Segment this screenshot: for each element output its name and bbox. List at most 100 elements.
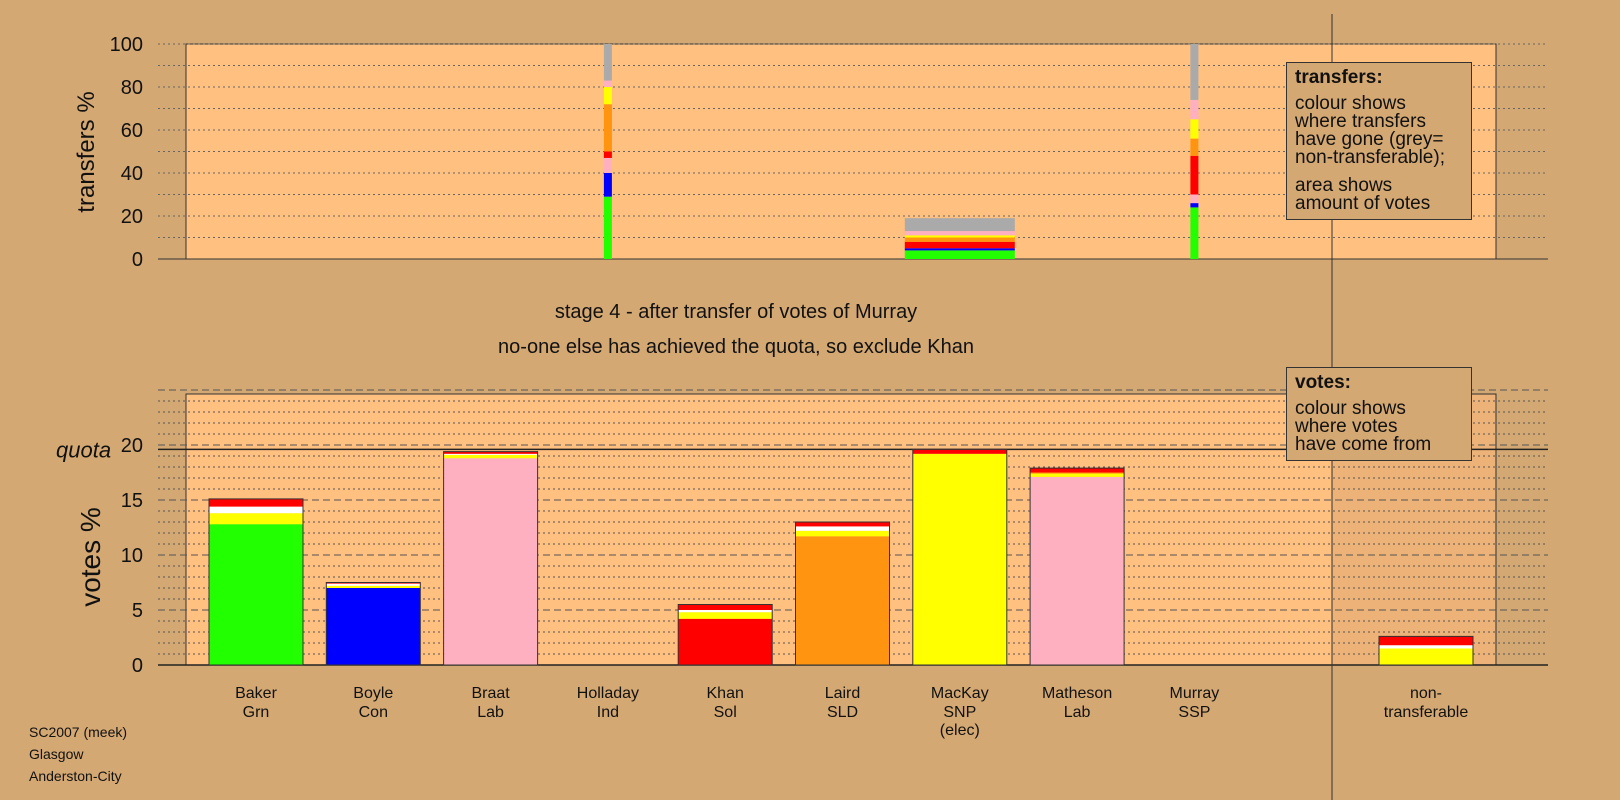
- vote-segment-baker: [209, 506, 303, 514]
- footer-constituency: Anderston-City: [29, 768, 122, 784]
- vote-bar-outline: [912, 448, 1008, 666]
- transfers-axis-label: transfers %: [73, 91, 100, 212]
- transfers-legend-title: transfers:: [1295, 67, 1383, 88]
- transfer-segment-holladay: [603, 157, 612, 173]
- votes-tick-label: 20: [121, 435, 143, 457]
- vote-segment-khan: [678, 610, 773, 613]
- transfers-legend-line: colour shows: [1295, 93, 1406, 114]
- candidate-party-label: transferable: [1384, 704, 1469, 721]
- transfer-segment-mackay: [904, 231, 1015, 236]
- quota-label: quota: [56, 437, 111, 462]
- votes-tick-label: 0: [132, 655, 143, 677]
- vote-segment-laird: [795, 526, 890, 531]
- vote-segment-baker: [209, 524, 303, 665]
- vote-segment-braat: [443, 451, 538, 454]
- vote-segment-laird: [795, 530, 890, 537]
- vote-segment-laird: [795, 522, 890, 527]
- transfer-segment-holladay: [603, 151, 612, 158]
- transfer-segment-holladay: [603, 173, 612, 197]
- transfers-tick-label: 100: [110, 34, 143, 56]
- transfer-segment-holladay: [603, 196, 612, 259]
- candidate-party-label: Lab: [1064, 704, 1091, 721]
- vote-segment-khan: [678, 612, 773, 619]
- transfer-segment-murray: [1190, 194, 1199, 204]
- transfers-tick-label: 40: [121, 163, 143, 185]
- vote-segment-mackay: [912, 453, 1007, 665]
- vote-segment-laird: [795, 536, 890, 665]
- votes-tick-label: 10: [121, 545, 143, 567]
- transfer-segment-holladay: [603, 44, 612, 81]
- candidate-name-label: Murray: [1170, 685, 1220, 702]
- candidate-name-label: non-: [1410, 685, 1442, 702]
- transfer-segment-mackay: [904, 241, 1015, 249]
- votes-legend-line: colour shows: [1295, 398, 1406, 419]
- vote-segment-boyle: [326, 583, 421, 586]
- vote-segment-matheson: [1030, 473, 1125, 477]
- vote-segment-braat: [443, 453, 538, 455]
- transfer-segment-murray: [1190, 99, 1199, 120]
- transfers-tick-label: 20: [121, 206, 143, 228]
- transfers-legend-line: where transfers: [1295, 111, 1426, 132]
- stage-title: stage 4 - after transfer of votes of Mur…: [554, 301, 918, 323]
- votes-legend: votes: colour shows where votes have com…: [1286, 367, 1472, 461]
- transfers-tick-label: 80: [121, 77, 143, 99]
- candidate-party-label: Lab: [477, 704, 504, 721]
- votes-legend-line: where votes: [1295, 416, 1398, 437]
- transfer-segment-murray: [1190, 119, 1199, 139]
- transfer-segment-mackay: [904, 235, 1015, 238]
- transfer-segment-murray: [1190, 203, 1199, 208]
- transfer-segment-murray: [1190, 138, 1199, 156]
- vote-bar-outline: [677, 604, 773, 666]
- transfer-segment-holladay: [603, 104, 612, 152]
- transfer-segment-holladay: [603, 87, 612, 105]
- vote-segment-non: [1379, 648, 1473, 665]
- candidate-name-label: Khan: [707, 685, 744, 702]
- vote-bar-outline: [1378, 635, 1474, 666]
- vote-segment-boyle: [326, 588, 421, 665]
- transfer-segment-mackay: [904, 250, 1015, 259]
- vote-segment-mackay: [912, 449, 1007, 454]
- candidate-party-label: Con: [359, 704, 388, 721]
- transfers-legend-line: have gone (grey=: [1295, 129, 1444, 150]
- candidate-party-label: Grn: [243, 704, 270, 721]
- transfers-legend-line: non-transferable);: [1295, 147, 1445, 168]
- votes-legend-line: have come from: [1295, 434, 1432, 455]
- vote-segment-braat: [443, 458, 538, 665]
- transfer-segment-holladay: [603, 80, 612, 87]
- candidate-party-label: Ind: [597, 704, 619, 721]
- votes-axis-label: votes %: [75, 507, 106, 607]
- vote-segment-matheson: [1030, 476, 1125, 665]
- vote-bar-outline: [325, 582, 421, 666]
- transfer-segment-murray: [1190, 44, 1199, 100]
- vote-bar-outline: [443, 451, 539, 666]
- footer-election: SC2007 (meek): [29, 724, 128, 740]
- transfer-segment-mackay: [904, 218, 1015, 232]
- vote-segment-baker: [209, 513, 303, 525]
- transfers-tick-label: 60: [121, 120, 143, 142]
- transfer-segment-mackay: [904, 248, 1015, 251]
- candidate-status-label: (elec): [940, 722, 980, 739]
- stage-note: no-one else has achieved the quota, so e…: [498, 336, 974, 358]
- vote-segment-matheson: [1030, 468, 1125, 473]
- candidate-name-label: Laird: [825, 685, 861, 702]
- vote-segment-boyle: [326, 585, 421, 588]
- candidate-name-label: Matheson: [1042, 685, 1112, 702]
- transfers-tick-label: 0: [132, 249, 143, 271]
- transfers-legend: transfers: colour shows where transfers …: [1286, 62, 1472, 220]
- vote-bar-outline: [208, 498, 304, 666]
- vote-segment-khan: [678, 618, 773, 665]
- vote-segment-non: [1379, 636, 1473, 646]
- transfer-segment-murray: [1190, 155, 1199, 195]
- transfer-segment-murray: [1190, 207, 1199, 259]
- votes-legend-title: votes:: [1295, 372, 1351, 393]
- candidate-name-label: MacKay: [931, 685, 989, 702]
- vote-segment-braat: [443, 454, 538, 459]
- vote-bar-outline: [795, 521, 890, 666]
- transfers-legend-line: area shows: [1295, 175, 1393, 196]
- candidate-name-label: Holladay: [577, 685, 639, 702]
- candidate-name-label: Baker: [235, 685, 277, 702]
- vote-segment-non: [1379, 645, 1473, 649]
- transfers-legend-line: amount of votes: [1295, 193, 1431, 214]
- vote-segment-matheson: [1030, 472, 1125, 474]
